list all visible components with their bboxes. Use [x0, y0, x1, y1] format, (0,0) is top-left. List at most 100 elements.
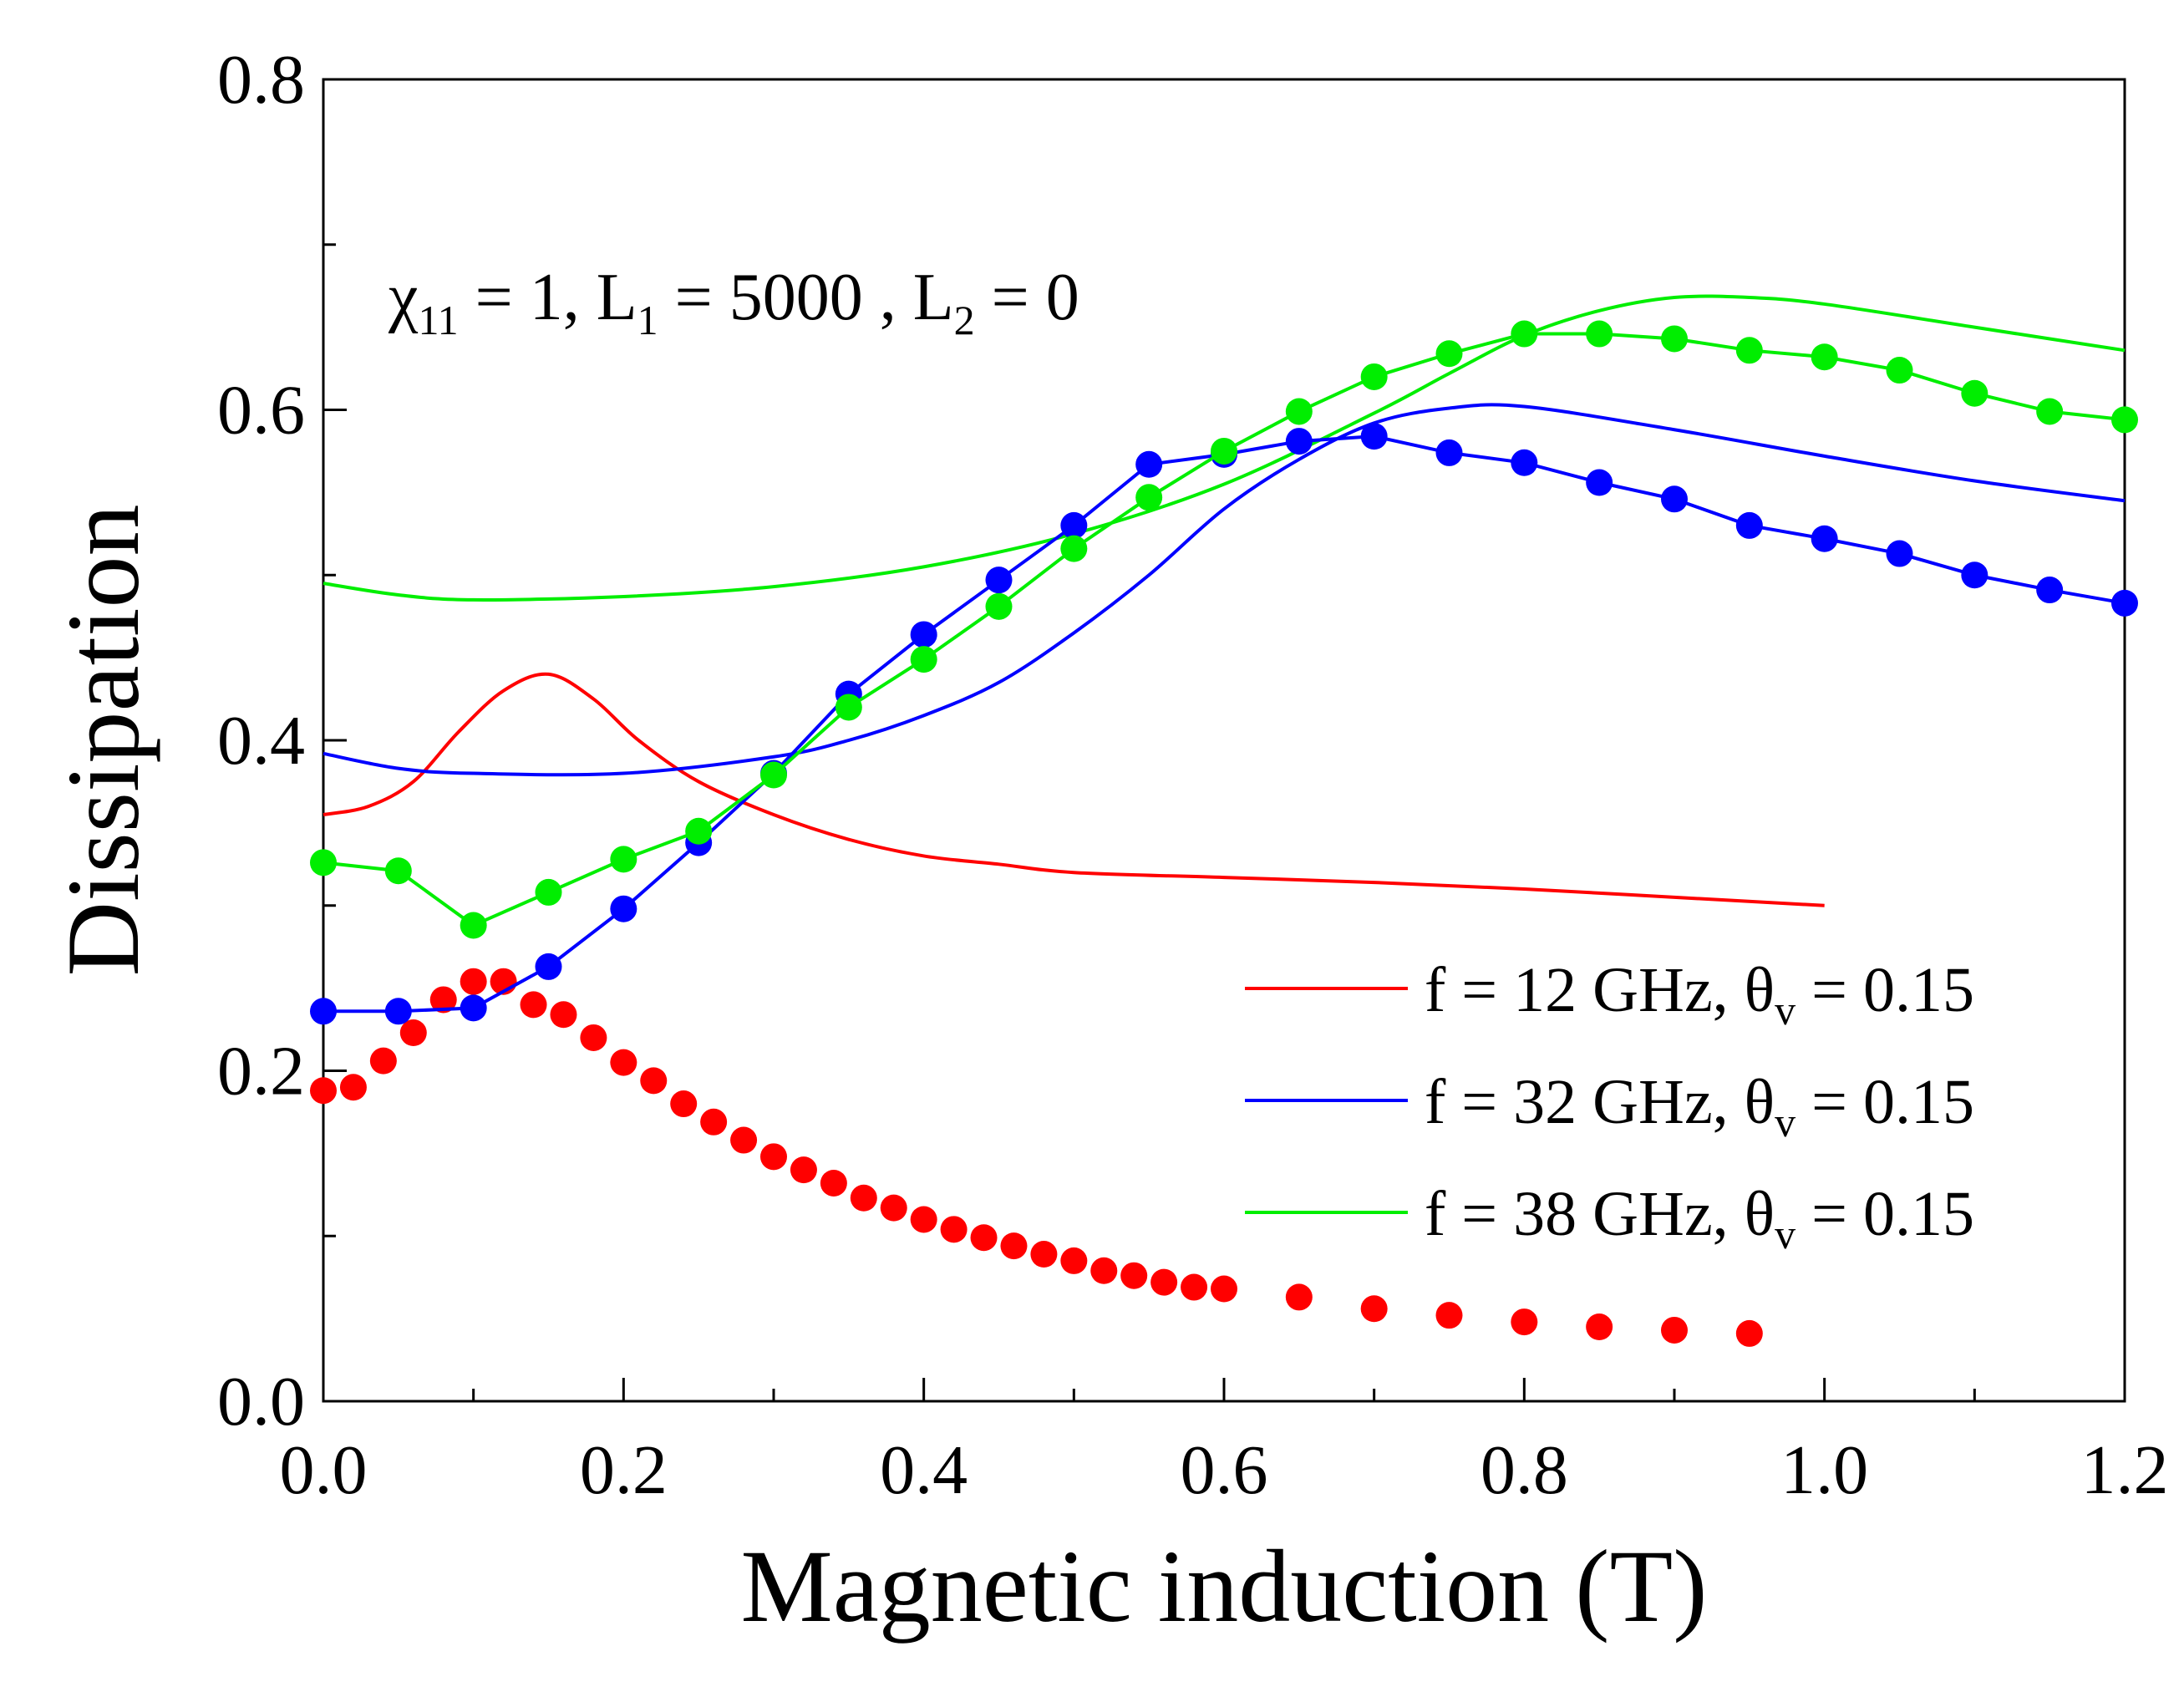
data-point	[460, 912, 487, 939]
data-point	[2036, 577, 2064, 604]
data-point	[1060, 1247, 1088, 1274]
data-point	[520, 991, 547, 1019]
data-point	[550, 1001, 577, 1029]
x-tick-label: 0.8	[1481, 1431, 1568, 1509]
data-point	[1735, 1319, 1763, 1347]
x-tick-label: 0.0	[280, 1431, 368, 1509]
data-point	[1435, 439, 1463, 466]
data-point	[760, 1143, 787, 1171]
legend: f = 12 GHz, θv = 0.15 f = 32 GHz, θv = 0…	[1245, 955, 1974, 1258]
series-f-38-ghz-theory	[323, 294, 2126, 602]
data-point	[384, 998, 412, 1025]
data-point	[1661, 485, 1688, 513]
data-point	[760, 761, 787, 789]
legend-label-12ghz: f = 12 GHz, θv = 0.15	[1425, 955, 1974, 1034]
data-point	[970, 1224, 998, 1252]
x-tick-label: 1.0	[1780, 1431, 1868, 1509]
data-point	[1060, 535, 1088, 562]
data-point	[910, 1206, 937, 1233]
parameter-annotation: χ11 = 1, L1 = 5000 , L2 = 0	[388, 261, 1079, 343]
data-point	[1811, 525, 1838, 552]
data-point	[940, 1216, 968, 1243]
data-point	[610, 846, 637, 873]
data-point	[1120, 1262, 1148, 1289]
data-point	[1511, 449, 1538, 476]
data-point	[1511, 320, 1538, 348]
data-point	[985, 567, 1013, 594]
data-point	[1661, 325, 1688, 353]
data-point	[730, 1126, 758, 1154]
data-point	[700, 1108, 728, 1136]
series-line-f-12-ghz-theory	[323, 672, 1825, 907]
data-point	[850, 1184, 877, 1212]
y-tick-label: 0.4	[217, 702, 305, 780]
data-point	[339, 1074, 367, 1101]
data-point	[2111, 589, 2138, 617]
data-point	[670, 1090, 698, 1118]
data-point	[369, 1047, 397, 1075]
data-point	[1735, 511, 1763, 539]
series-connector-f-32-ghz-experiment	[323, 434, 2126, 1014]
data-point	[1586, 320, 1613, 348]
y-tick-label: 0.8	[217, 41, 305, 119]
data-point	[1360, 1295, 1388, 1323]
data-point	[910, 646, 937, 673]
data-point	[460, 968, 487, 995]
data-point	[310, 998, 337, 1025]
data-point	[1435, 340, 1463, 368]
data-point	[310, 849, 337, 876]
data-point	[1090, 1257, 1118, 1284]
legend-label-32ghz: f = 32 GHz, θv = 0.15	[1425, 1067, 1974, 1146]
y-tick-label: 0.2	[217, 1033, 305, 1110]
y-tick-label: 0.6	[217, 372, 305, 450]
x-tick-label: 0.6	[1181, 1431, 1268, 1509]
data-point	[1135, 450, 1163, 478]
data-point	[985, 592, 1013, 620]
legend-label-38ghz: f = 38 GHz, θv = 0.15	[1425, 1179, 1974, 1258]
series-layer	[310, 294, 2138, 1347]
series-line-f-38-ghz-theory	[323, 294, 2126, 602]
data-point	[2036, 398, 2064, 425]
x-tick-label: 0.4	[880, 1431, 968, 1509]
data-point	[2111, 406, 2138, 434]
data-point	[1285, 1283, 1313, 1311]
series-connector-f-38-ghz-experiment	[323, 332, 2126, 927]
data-point	[640, 1067, 668, 1095]
data-point	[610, 895, 637, 922]
legend-entry-12ghz: f = 12 GHz, θv = 0.15	[1245, 955, 1974, 1034]
data-point	[310, 1077, 337, 1105]
data-point	[1211, 1275, 1237, 1303]
series-f-32-ghz-experiment	[310, 423, 2138, 1025]
x-axis-title: Magnetic induction (T)	[741, 1529, 1708, 1644]
data-point	[1135, 484, 1163, 511]
x-axis: 0.0 0.2 0.4 0.6 0.8 1.0 1.2	[280, 1378, 2169, 1509]
data-point	[1811, 343, 1838, 371]
data-point	[1030, 1241, 1058, 1268]
data-point	[1360, 363, 1388, 390]
legend-entry-32ghz: f = 32 GHz, θv = 0.15	[1245, 1067, 1974, 1146]
y-tick-label: 0.0	[217, 1363, 305, 1440]
data-point	[1000, 1232, 1028, 1260]
data-point	[835, 694, 862, 721]
data-point	[1150, 1268, 1178, 1296]
legend-entry-38ghz: f = 38 GHz, θv = 0.15	[1245, 1179, 1974, 1258]
data-point	[820, 1169, 847, 1197]
data-point	[429, 986, 457, 1014]
data-point	[1886, 540, 1913, 567]
data-point	[535, 878, 562, 906]
series-line-f-32-ghz-theory	[323, 403, 2126, 777]
data-point	[1360, 423, 1388, 450]
x-tick-label: 0.2	[580, 1431, 668, 1509]
data-point	[880, 1194, 907, 1222]
data-point	[460, 994, 487, 1022]
data-point	[1181, 1273, 1208, 1301]
data-point	[1586, 469, 1613, 496]
data-point	[1060, 511, 1088, 539]
data-point	[1961, 379, 1988, 407]
x-tick-label: 1.2	[2081, 1431, 2169, 1509]
y-axis-title: Dissipation	[46, 505, 160, 977]
data-point	[790, 1156, 817, 1184]
data-point	[1661, 1316, 1688, 1344]
data-point	[1735, 337, 1763, 364]
